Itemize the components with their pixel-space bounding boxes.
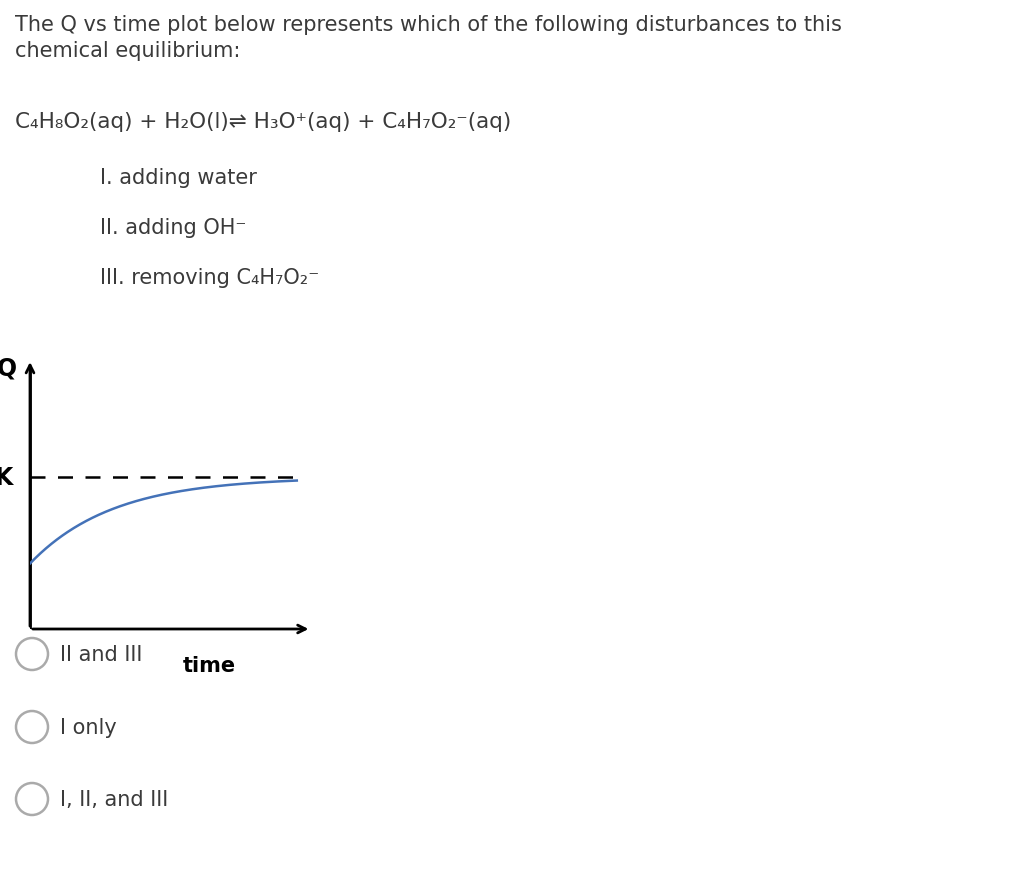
Text: The Q vs time plot below represents which of the following disturbances to this
: The Q vs time plot below represents whic… — [15, 15, 842, 61]
Text: C₄H₈O₂(aq) + H₂O(l)⇌ H₃O⁺(aq) + C₄H₇O₂⁻(aq): C₄H₈O₂(aq) + H₂O(l)⇌ H₃O⁺(aq) + C₄H₇O₂⁻(… — [15, 112, 511, 132]
Text: Q: Q — [0, 356, 16, 379]
Text: II. adding OH⁻: II. adding OH⁻ — [100, 218, 247, 238]
Text: time: time — [183, 656, 237, 675]
Text: III. removing C₄H₇O₂⁻: III. removing C₄H₇O₂⁻ — [100, 268, 319, 288]
Text: I. adding water: I. adding water — [100, 168, 257, 188]
Text: I only: I only — [60, 717, 117, 738]
Text: K: K — [0, 465, 13, 490]
Text: II and III: II and III — [60, 644, 142, 665]
Text: I, II, and III: I, II, and III — [60, 789, 168, 810]
